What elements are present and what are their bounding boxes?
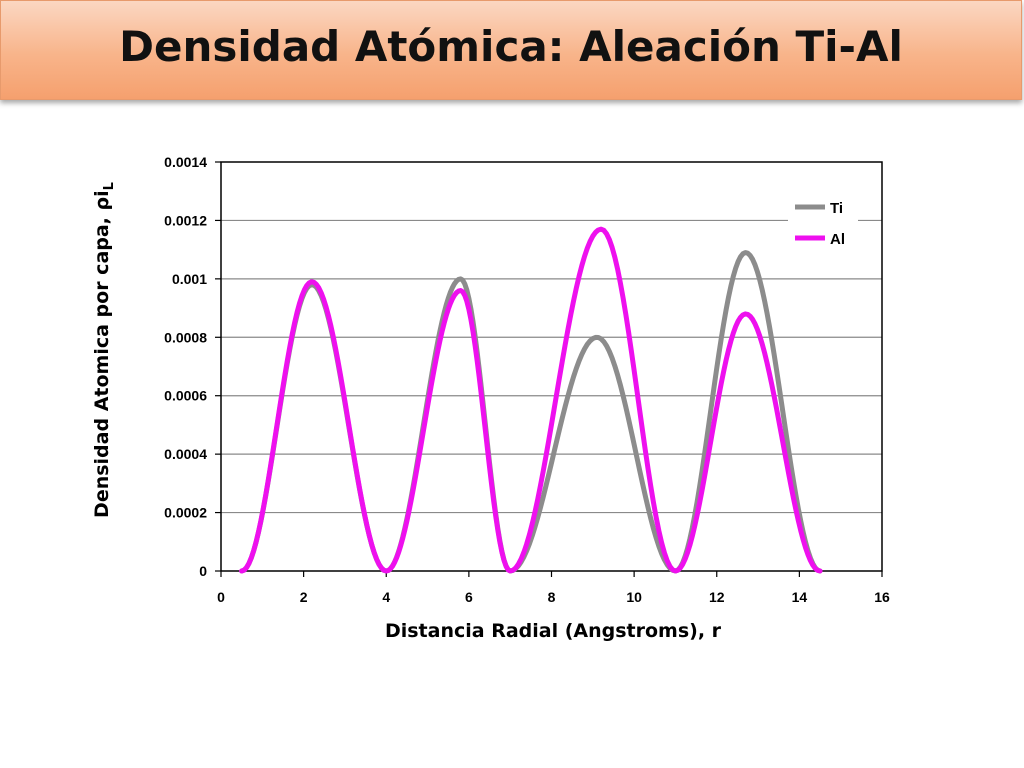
- x-axis-ticks: 0 2 4 6 8 10 12 14 16: [217, 571, 890, 605]
- x-tick-label: 6: [465, 589, 473, 605]
- slide-title-banner: Densidad Atómica: Aleación Ti-Al: [0, 0, 1022, 100]
- y-axis-title: Densidad Atomica por capa, ρiL: [91, 182, 117, 518]
- x-tick-label: 2: [300, 589, 308, 605]
- x-tick-label: 0: [217, 589, 225, 605]
- legend: Ti Al: [788, 191, 858, 255]
- x-axis-title: Distancia Radial (Angstroms), r: [385, 620, 722, 642]
- x-tick-label: 8: [548, 589, 556, 605]
- x-tick-label: 12: [709, 589, 725, 605]
- y-tick-label: 0.0014: [164, 154, 207, 170]
- y-tick-label: 0.0002: [164, 505, 207, 521]
- series-line-al: [239, 226, 823, 574]
- y-tick-label: 0.0006: [164, 388, 207, 404]
- y-tick-label: 0.0012: [164, 212, 207, 228]
- y-axis-title-rho: ρi: [91, 190, 113, 210]
- legend-label-al: Al: [830, 231, 845, 248]
- legend-label-ti: Ti: [830, 200, 843, 217]
- y-axis-ticks: 0 0.0002 0.0004 0.0006 0.0008 0.001 0.0012 0.00…: [164, 154, 221, 579]
- y-tick-label: 0: [199, 563, 207, 579]
- y-axis-title-main: Densidad Atomica por capa,: [91, 210, 113, 517]
- y-tick-label: 0.0008: [164, 329, 207, 345]
- x-tick-label: 10: [626, 589, 642, 605]
- y-tick-label: 0.001: [172, 271, 207, 287]
- x-tick-label: 4: [382, 589, 390, 605]
- x-tick-label: 16: [874, 589, 890, 605]
- plot-area-frame: [220, 161, 883, 572]
- slide-title: Densidad Atómica: Aleación Ti-Al: [119, 21, 903, 71]
- legend-background: [788, 191, 858, 255]
- y-tick-label: 0.0004: [164, 446, 207, 462]
- x-tick-label: 14: [792, 589, 808, 605]
- series-lines: [239, 226, 823, 574]
- y-axis-title-subscript: L: [102, 182, 117, 190]
